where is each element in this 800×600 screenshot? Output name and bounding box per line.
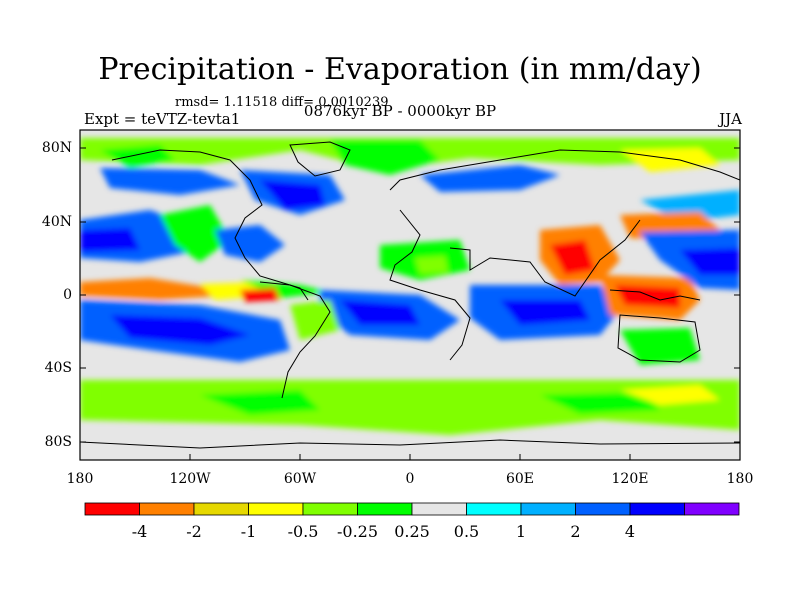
- colorbar-swatch: [357, 502, 413, 516]
- lon-label-180e: 180: [726, 471, 754, 487]
- lon-label-120e: 120E: [611, 471, 649, 487]
- colorbar-swatch: [411, 502, 467, 516]
- colorbar-swatch: [520, 502, 576, 516]
- colorbar-label: -2: [186, 522, 202, 541]
- colorbar-swatch: [84, 502, 140, 516]
- colorbar-swatch: [193, 502, 249, 516]
- colorbar-swatch: [629, 502, 685, 516]
- lat-label-40s: 40S: [44, 360, 72, 376]
- lon-label-120w: 120W: [169, 471, 211, 487]
- lat-label-0: 0: [63, 287, 72, 303]
- colorbar: [84, 502, 740, 516]
- colorbar-swatch: [248, 502, 304, 516]
- lat-ticks: [80, 147, 740, 443]
- pme-field: [80, 130, 740, 460]
- colorbar-label: 4: [624, 522, 636, 541]
- colorbar-label: 0.5: [453, 522, 480, 541]
- colorbar-swatch: [302, 502, 358, 516]
- stats-label: rmsd= 1.11518 diff= 0.0010239: [175, 95, 389, 110]
- lon-label-60e: 60E: [505, 471, 535, 487]
- colorbar-label: -0.5: [287, 522, 319, 541]
- colorbar-swatch: [575, 502, 631, 516]
- colorbar-label: -1: [240, 522, 257, 541]
- lon-label-0: 0: [405, 471, 415, 487]
- period-label: 0876kyr BP - 0000kyr BP: [303, 102, 497, 120]
- colorbar-label: 1: [515, 522, 527, 541]
- lon-label-60w: 60W: [283, 471, 317, 487]
- season-label: JJA: [719, 110, 742, 128]
- colorbar-label: -0.25: [336, 522, 379, 541]
- map-title: Precipitation - Evaporation (in mm/day): [98, 52, 702, 87]
- lat-label-40n: 40N: [41, 214, 72, 230]
- colorbar-label: -4: [131, 522, 148, 541]
- colorbar-swatch: [139, 502, 195, 516]
- colorbar-label: 0.25: [394, 522, 430, 541]
- lon-label-180w: 180: [66, 471, 94, 487]
- colorbar-swatch: [466, 502, 522, 516]
- map-frame: [79, 129, 741, 461]
- coastlines: [80, 141, 740, 449]
- colorbar-label: 2: [570, 522, 581, 541]
- lat-label-80s: 80S: [44, 434, 72, 450]
- experiment-label: Expt = teVTZ-tevta1: [84, 110, 241, 128]
- colorbar-swatch: [684, 502, 740, 516]
- lat-label-80n: 80N: [41, 140, 72, 156]
